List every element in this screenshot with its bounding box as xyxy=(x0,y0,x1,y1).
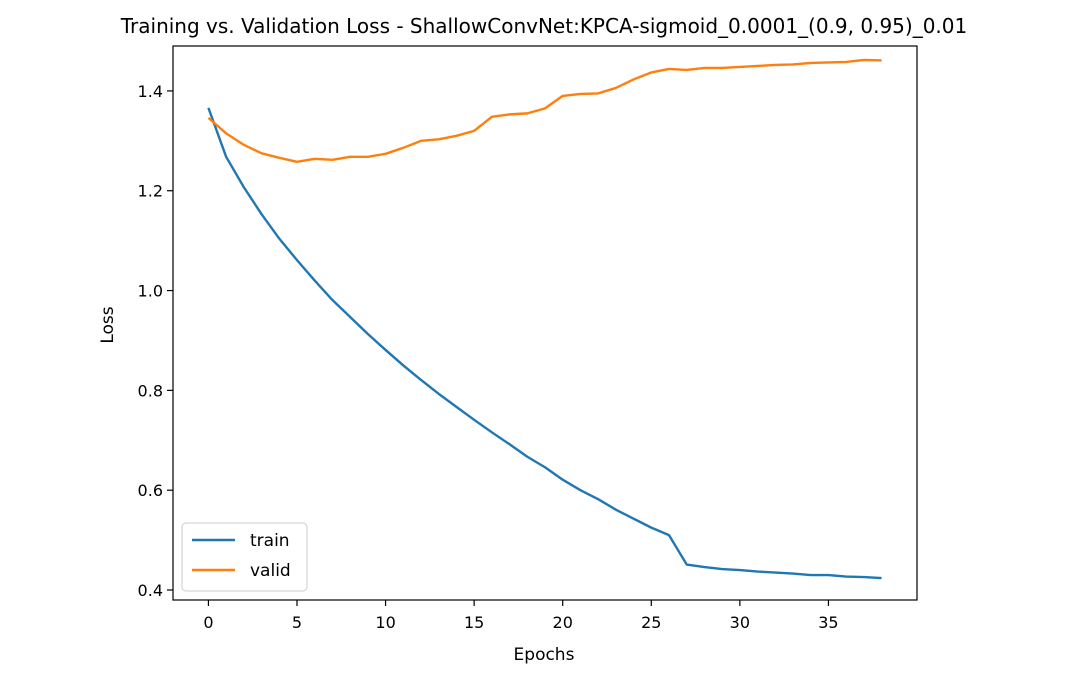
y-tick-label: 0.4 xyxy=(138,581,163,600)
x-tick-label: 0 xyxy=(203,613,213,632)
y-tick-label: 1.4 xyxy=(138,82,163,101)
x-tick-label: 10 xyxy=(375,613,395,632)
chart-title: Training vs. Validation Loss - ShallowCo… xyxy=(120,14,967,38)
series-line-valid xyxy=(207,58,882,163)
legend: train valid xyxy=(181,522,308,592)
legend-label-valid: valid xyxy=(250,561,291,581)
x-tick-label: 30 xyxy=(730,613,750,632)
y-axis-label: Loss xyxy=(98,306,118,343)
x-axis: 0 5 10 15 20 25 30 35 xyxy=(203,600,839,632)
legend-label-train: train xyxy=(250,531,290,551)
y-tick-label: 0.8 xyxy=(138,381,163,400)
x-tick-label: 35 xyxy=(818,613,838,632)
y-tick-label: 1.2 xyxy=(138,182,163,201)
x-tick-label: 5 xyxy=(292,613,302,632)
x-tick-label: 20 xyxy=(553,613,573,632)
plot-frame xyxy=(172,45,918,601)
plot-area xyxy=(172,45,918,601)
series-line-train xyxy=(207,107,882,580)
y-tick-label: 1.0 xyxy=(138,282,163,301)
x-tick-label: 25 xyxy=(641,613,661,632)
y-tick-label: 0.6 xyxy=(138,481,163,500)
series-lines xyxy=(207,58,882,580)
x-axis-label: Epochs xyxy=(514,645,575,665)
y-axis: 0.4 0.6 0.8 1.0 1.2 1.4 xyxy=(138,82,173,600)
x-tick-label: 15 xyxy=(464,613,484,632)
